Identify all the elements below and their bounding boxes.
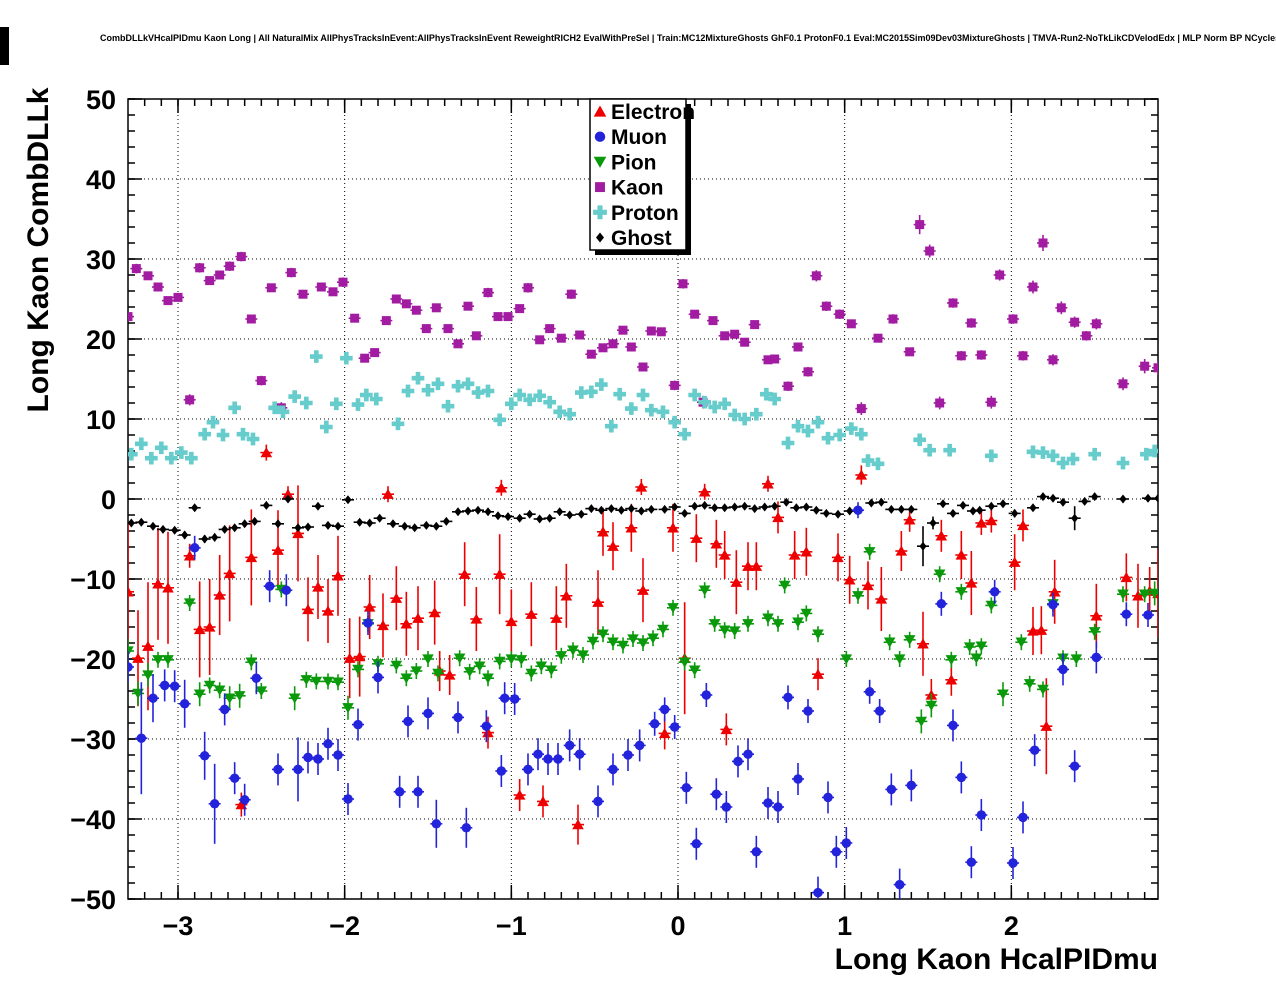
y-tick-label: 30: [86, 245, 116, 275]
x-tick-label: −3: [163, 911, 194, 941]
y-tick-label: −40: [70, 805, 116, 835]
x-tick-label: −1: [496, 911, 527, 941]
series-proton: [128, 350, 1158, 471]
y-tick-label: −50: [70, 885, 116, 915]
legend-label: Proton: [611, 202, 679, 225]
legend-entry-ghost: Ghost: [596, 227, 672, 250]
legend-label: Muon: [611, 126, 667, 149]
series-kaon: [128, 215, 1158, 415]
y-tick-label: −10: [70, 565, 116, 595]
x-tick-label: 2: [1004, 911, 1019, 941]
series-ghost: [128, 492, 1158, 567]
legend-label: Pion: [611, 151, 657, 174]
y-tick-label: 10: [86, 405, 116, 435]
series-electron: [128, 444, 1158, 845]
y-tick-label: −30: [70, 725, 116, 755]
x-axis-title: Long Kaon HcalPIDmu: [835, 943, 1158, 976]
data-area: [128, 215, 1158, 899]
legend-label: Ghost: [611, 227, 672, 250]
y-tick-label: −20: [70, 645, 116, 675]
legend-label: Electron: [611, 101, 695, 124]
legend-entry-muon: Muon: [594, 126, 667, 149]
x-tick-label: −2: [329, 911, 360, 941]
plot-title: CombDLLkVHcalPIDmu Kaon Long | All Natur…: [100, 33, 1276, 43]
series-pion: [128, 543, 1158, 734]
legend-entry-electron: Electron: [593, 101, 695, 124]
legend-label: Kaon: [611, 177, 664, 200]
series-muon: [128, 502, 1154, 899]
legend-entry-proton: Proton: [593, 202, 679, 225]
y-axis-title: Long Kaon CombDLLk: [22, 87, 55, 412]
y-tick-label: 0: [101, 485, 116, 515]
x-tick-label: 0: [670, 911, 685, 941]
y-tick-label: 20: [86, 325, 116, 355]
x-tick-label: 1: [837, 911, 852, 941]
y-tick-label: 40: [86, 165, 116, 195]
y-tick-label: 50: [86, 85, 116, 115]
canvas-edge-artifact: [0, 27, 9, 65]
legend-entry-pion: Pion: [593, 151, 657, 174]
legend-entry-kaon: Kaon: [595, 177, 664, 200]
legend-box: [589, 98, 687, 251]
